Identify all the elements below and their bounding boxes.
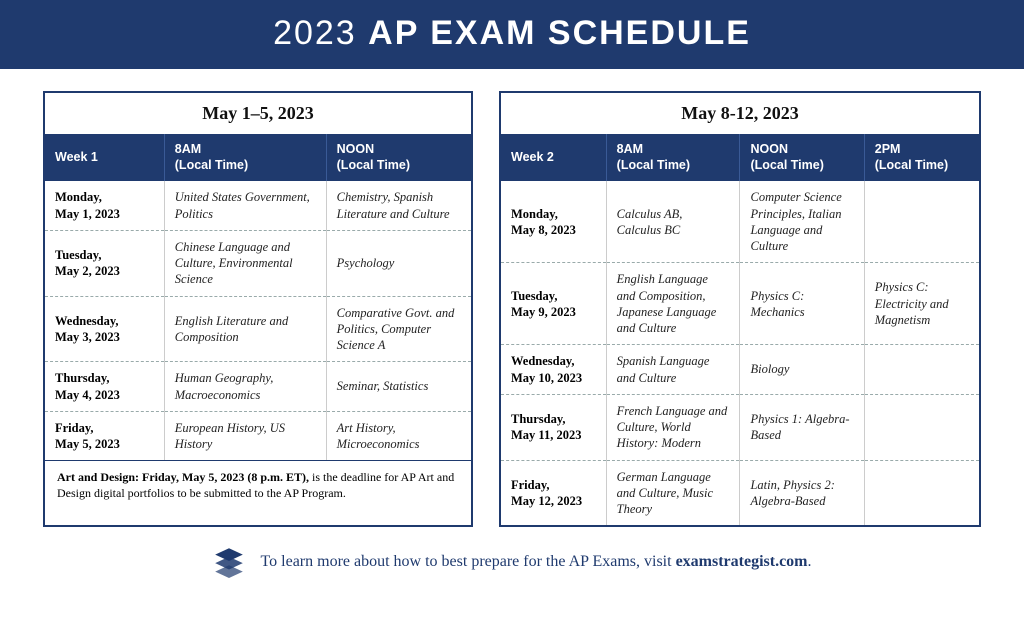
week1-row: Wednesday,May 3, 2023English Literature … [45,296,471,362]
week2-exam-cell: German Language and Culture, Music Theor… [606,460,740,525]
week2-row: Thursday,May 11, 2023French Language and… [501,394,979,460]
week2-row: Friday,May 12, 2023German Language and C… [501,460,979,525]
week2-row: Wednesday,May 10, 2023Spanish Language a… [501,345,979,395]
week1-exam-cell: Psychology [326,230,471,296]
week1-row: Monday,May 1, 2023United States Governme… [45,181,471,230]
footer-site: examstrategist.com [676,553,808,570]
week2-exam-cell [864,394,979,460]
week1-box: May 1–5, 2023 Week 18AM(Local Time)NOON(… [43,91,473,527]
stack-icon [212,545,246,579]
footer-before: To learn more about how to best prepare … [260,553,675,570]
week2-date-cell: Wednesday,May 10, 2023 [501,345,606,395]
tables-container: May 1–5, 2023 Week 18AM(Local Time)NOON(… [0,69,1024,527]
page-header: 2023 AP EXAM SCHEDULE [0,0,1024,69]
week2-date-cell: Thursday,May 11, 2023 [501,394,606,460]
week2-exam-cell: Latin, Physics 2: Algebra-Based [740,460,864,525]
week2-exam-cell: French Language and Culture, World Histo… [606,394,740,460]
week2-row: Tuesday,May 9, 2023English Language and … [501,263,979,345]
week2-exam-cell: Physics 1: Algebra-Based [740,394,864,460]
week2-header-row: Week 28AM(Local Time)NOON(Local Time)2PM… [501,134,979,181]
week1-caption: May 1–5, 2023 [45,93,471,134]
week1-exam-cell: Art History, Microeconomics [326,411,471,460]
week2-exam-cell: Spanish Language and Culture [606,345,740,395]
week2-exam-cell: Physics C: Electricity and Magnetism [864,263,979,345]
week1-date-cell: Tuesday,May 2, 2023 [45,230,164,296]
week1-date-cell: Monday,May 1, 2023 [45,181,164,230]
footer-text: To learn more about how to best prepare … [260,553,811,571]
week1-exam-cell: Chemistry, Spanish Literature and Cultur… [326,181,471,230]
week1-exam-cell: United States Government, Politics [164,181,326,230]
week1-exam-cell: Human Geography, Macroeconomics [164,362,326,412]
week2-exam-cell [864,181,979,263]
week1-date-cell: Wednesday,May 3, 2023 [45,296,164,362]
week1-exam-cell: Seminar, Statistics [326,362,471,412]
page-footer: To learn more about how to best prepare … [0,527,1024,579]
week2-table: Week 28AM(Local Time)NOON(Local Time)2PM… [501,134,979,525]
week2-col-header: Week 2 [501,134,606,181]
week2-body: Monday,May 8, 2023Calculus AB, Calculus … [501,181,979,525]
week1-header-row: Week 18AM(Local Time)NOON(Local Time) [45,134,471,181]
week2-col-header: 2PM(Local Time) [864,134,979,181]
week1-table: Week 18AM(Local Time)NOON(Local Time) Mo… [45,134,471,460]
title-main: AP EXAM SCHEDULE [368,14,751,52]
week2-exam-cell: Physics C: Mechanics [740,263,864,345]
week1-body: Monday,May 1, 2023United States Governme… [45,181,471,460]
week1-exam-cell: Comparative Govt. and Politics, Computer… [326,296,471,362]
week1-row: Tuesday,May 2, 2023Chinese Language and … [45,230,471,296]
week2-col-header: NOON(Local Time) [740,134,864,181]
week1-exam-cell: Chinese Language and Culture, Environmen… [164,230,326,296]
week1-row: Friday,May 5, 2023European History, US H… [45,411,471,460]
week2-date-cell: Monday,May 8, 2023 [501,181,606,263]
week1-col-header: Week 1 [45,134,164,181]
page-title: 2023 AP EXAM SCHEDULE [0,14,1024,53]
week1-row: Thursday,May 4, 2023Human Geography, Mac… [45,362,471,412]
title-year: 2023 [273,14,357,52]
week2-box: May 8-12, 2023 Week 28AM(Local Time)NOON… [499,91,981,527]
week2-exam-cell: Computer Science Principles, Italian Lan… [740,181,864,263]
week2-exam-cell: Calculus AB, Calculus BC [606,181,740,263]
week2-exam-cell [864,345,979,395]
week1-date-cell: Thursday,May 4, 2023 [45,362,164,412]
week1-col-header: 8AM(Local Time) [164,134,326,181]
week2-col-header: 8AM(Local Time) [606,134,740,181]
week2-caption: May 8-12, 2023 [501,93,979,134]
week2-date-cell: Tuesday,May 9, 2023 [501,263,606,345]
footer-after: . [808,553,812,570]
week2-exam-cell: Biology [740,345,864,395]
footnote-bold: Art and Design: Friday, May 5, 2023 (8 p… [57,470,309,484]
week2-exam-cell [864,460,979,525]
week1-exam-cell: English Literature and Composition [164,296,326,362]
week2-date-cell: Friday,May 12, 2023 [501,460,606,525]
week2-exam-cell: English Language and Composition, Japane… [606,263,740,345]
week1-footnote: Art and Design: Friday, May 5, 2023 (8 p… [45,460,471,511]
week1-exam-cell: European History, US History [164,411,326,460]
week2-row: Monday,May 8, 2023Calculus AB, Calculus … [501,181,979,263]
week1-col-header: NOON(Local Time) [326,134,471,181]
week1-date-cell: Friday,May 5, 2023 [45,411,164,460]
